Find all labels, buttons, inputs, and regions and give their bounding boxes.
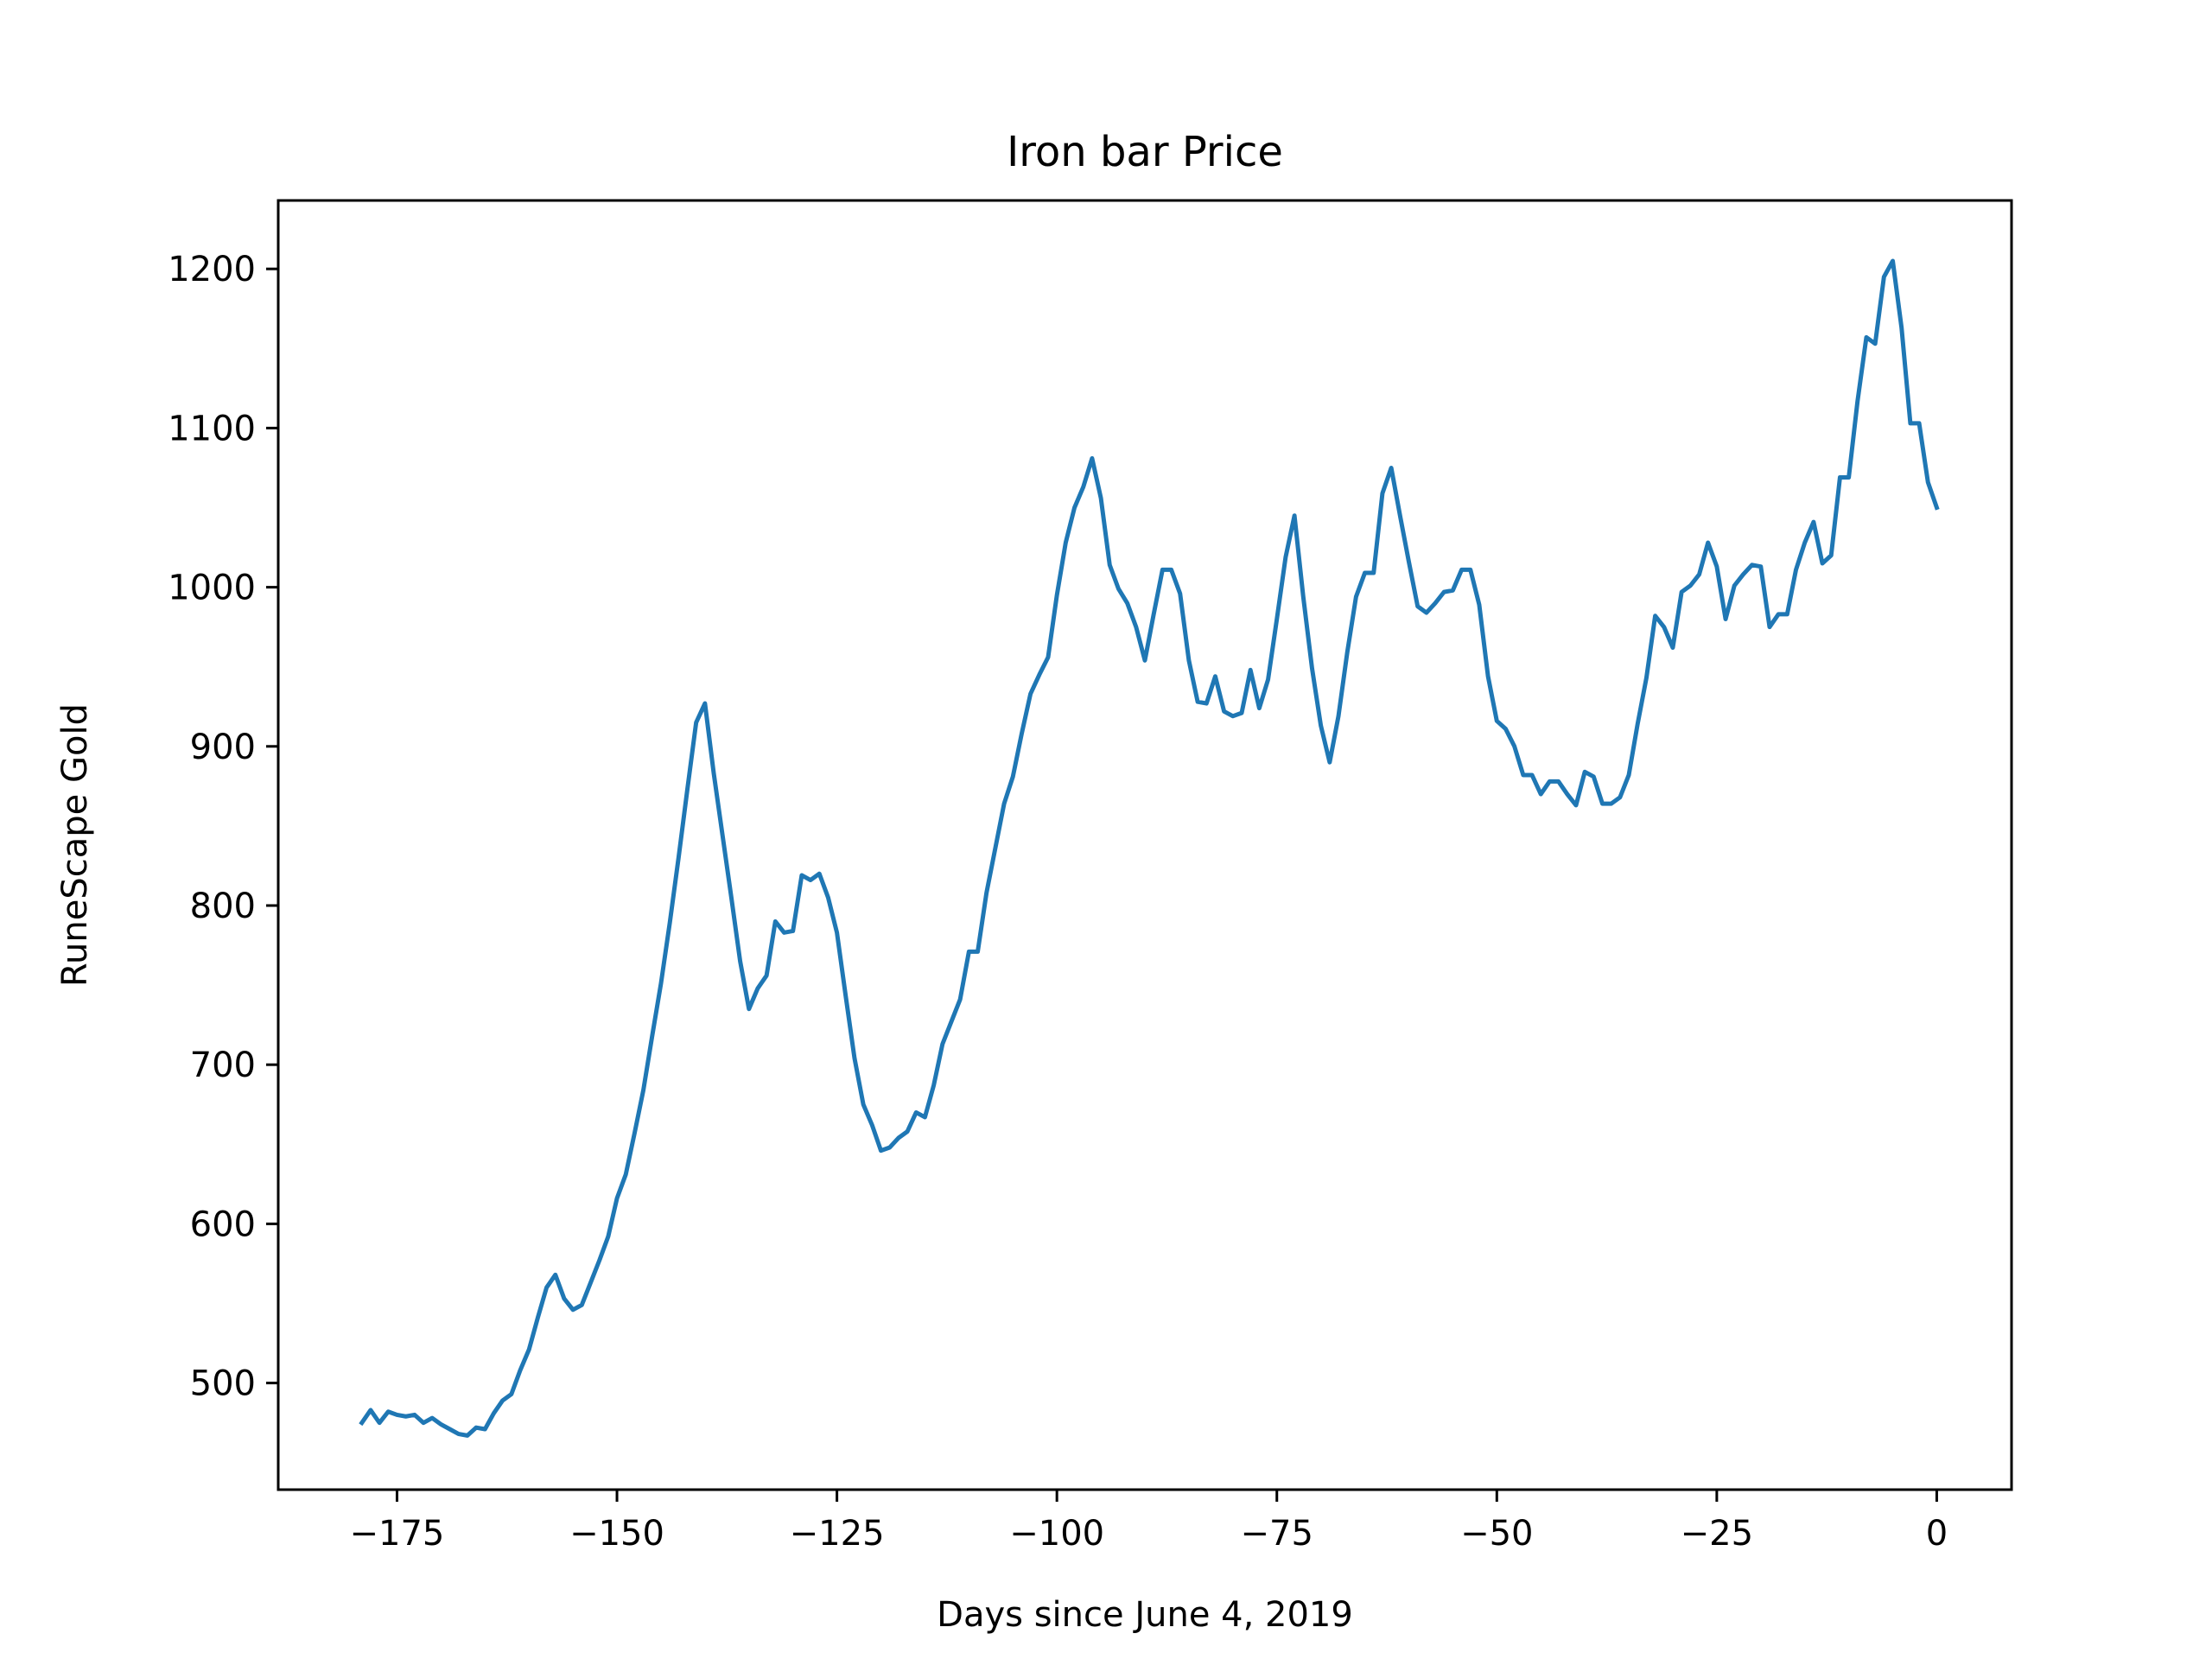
y-axis-ticks: 500 600 700 800 900 1000 1100 1200 bbox=[168, 250, 278, 1404]
y-tick-label: 500 bbox=[190, 1364, 256, 1404]
y-tick-label: 700 bbox=[190, 1046, 256, 1085]
y-tick-label: 1100 bbox=[168, 409, 256, 448]
chart-title: Iron bar Price bbox=[1007, 128, 1283, 176]
x-tick-label: −125 bbox=[790, 1514, 885, 1554]
x-tick-label: −150 bbox=[569, 1514, 664, 1554]
y-tick-label: 600 bbox=[190, 1205, 256, 1244]
y-tick-label: 1000 bbox=[168, 569, 256, 608]
x-tick-label: −75 bbox=[1241, 1514, 1313, 1554]
y-tick-label: 800 bbox=[190, 887, 256, 926]
x-tick-label: 0 bbox=[1926, 1514, 1948, 1554]
x-tick-label: −175 bbox=[350, 1514, 445, 1554]
series-layer bbox=[359, 258, 1940, 1438]
y-axis-title: RuneScape Gold bbox=[55, 703, 95, 987]
y-tick-label: 1200 bbox=[168, 250, 256, 289]
x-axis-ticks: −175 −150 −125 −100 −75 −50 −25 0 bbox=[350, 1490, 1948, 1554]
price-line bbox=[359, 258, 1940, 1438]
plot-frame bbox=[276, 199, 2013, 1491]
x-tick-label: −100 bbox=[1009, 1514, 1104, 1554]
x-axis-title: Days since June 4, 2019 bbox=[937, 1595, 1353, 1635]
x-tick-label: −25 bbox=[1681, 1514, 1753, 1554]
y-tick-label: 900 bbox=[190, 728, 256, 767]
x-tick-label: −50 bbox=[1460, 1514, 1533, 1554]
